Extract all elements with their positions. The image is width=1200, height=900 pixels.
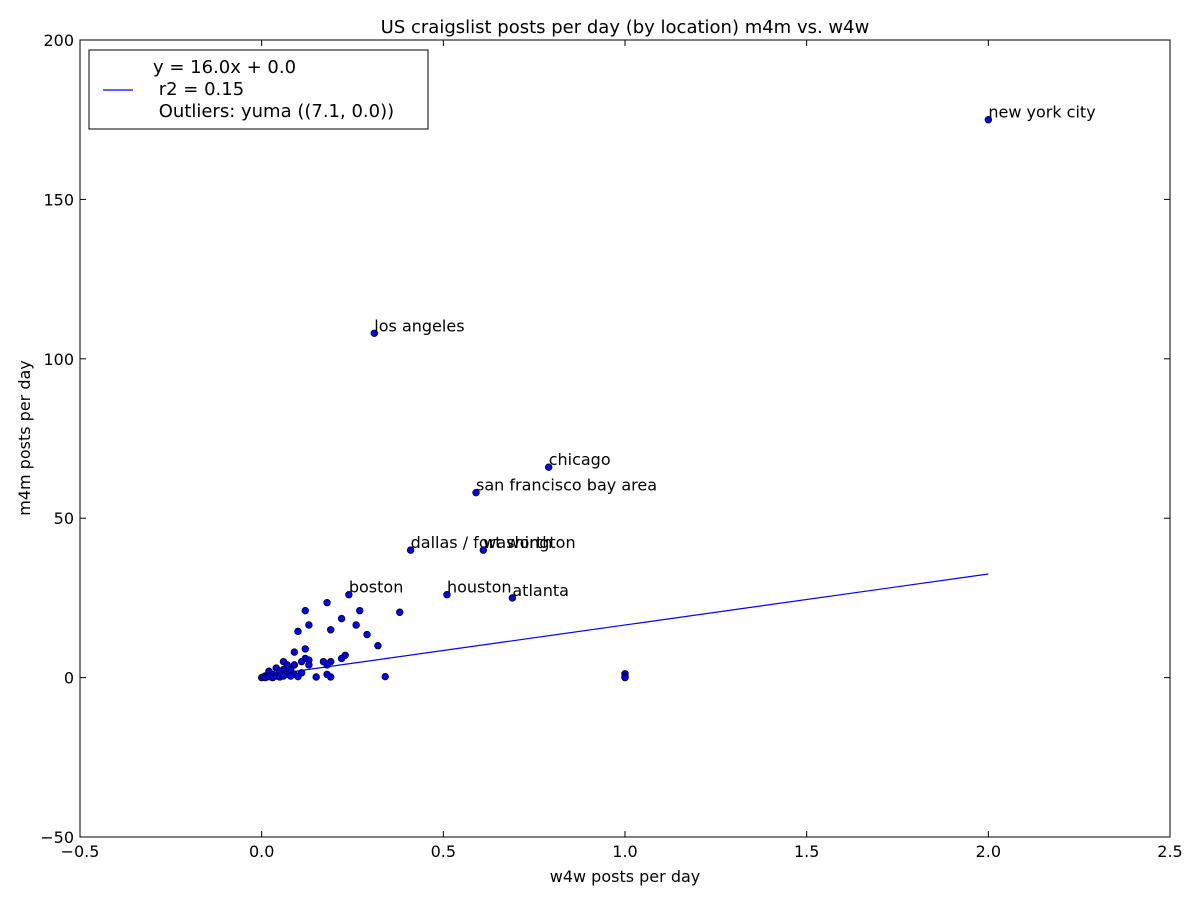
legend-text-line: r2 = 0.15 <box>153 79 244 100</box>
point-label: boston <box>349 578 403 597</box>
data-point <box>621 673 629 682</box>
point-label: washington <box>483 533 575 552</box>
data-point <box>984 115 993 124</box>
data-point <box>327 673 335 681</box>
data-point <box>545 463 553 471</box>
x-tick-label: 0.5 <box>431 842 456 861</box>
legend-text-line: Outliers: yuma ((7.1, 0.0)) <box>153 101 394 122</box>
data-point <box>290 661 299 669</box>
data-point <box>323 598 331 607</box>
data-point <box>312 673 320 681</box>
x-tick-label: −0.5 <box>61 842 100 861</box>
data-point <box>363 630 371 639</box>
data-point <box>283 661 291 669</box>
legend-box <box>88 49 429 130</box>
data-point <box>279 672 288 680</box>
data-point <box>345 591 353 599</box>
data-point <box>290 648 299 656</box>
point-label: san francisco bay area <box>476 476 657 495</box>
y-tick-label: −50 <box>40 828 74 847</box>
data-point <box>508 594 517 602</box>
point-label: chicago <box>549 450 611 469</box>
data-point <box>323 661 331 669</box>
x-axis-label: w4w posts per day <box>550 867 701 886</box>
chart-title: US craigslist posts per day (by location… <box>381 17 870 38</box>
data-point <box>297 657 306 666</box>
y-tick-label: 150 <box>43 190 74 209</box>
data-point <box>374 642 382 650</box>
data-point <box>381 672 389 681</box>
data-point <box>352 621 360 629</box>
data-point <box>327 626 335 634</box>
y-tick-label: 200 <box>43 31 74 50</box>
point-label: dallas / fort worth <box>411 533 553 552</box>
data-point <box>406 546 415 554</box>
data-point <box>472 488 480 497</box>
data-point <box>337 654 346 663</box>
legend: y = 16.0x + 0.0 r2 = 0.15 Outliers: yuma… <box>88 49 429 130</box>
data-point <box>443 591 451 599</box>
data-point <box>479 546 487 554</box>
point-label: new york city <box>988 103 1095 122</box>
fit-line <box>261 573 989 677</box>
y-axis-label: m4m posts per day <box>15 360 34 516</box>
data-point <box>356 606 364 615</box>
point-label: houston <box>447 578 512 597</box>
data-point <box>294 672 302 681</box>
y-tick-label: 0 <box>64 669 74 688</box>
data-point <box>294 627 302 636</box>
data-point <box>337 614 346 623</box>
data-point <box>305 661 313 669</box>
x-tick-label: 0.0 <box>249 842 274 861</box>
data-point <box>305 621 313 629</box>
point-label: atlanta <box>512 581 569 600</box>
data-point <box>301 645 309 653</box>
y-tick-label: 100 <box>43 350 74 369</box>
data-point <box>287 672 295 680</box>
plot-area: new york city los angeles chicago san franc… <box>40 31 1182 861</box>
x-tick-label: 1.5 <box>794 842 819 861</box>
x-tick-label: 1.0 <box>612 842 637 861</box>
legend-text-line: y = 16.0x + 0.0 <box>153 57 296 78</box>
data-point <box>301 606 309 615</box>
x-tick-label: 2.5 <box>1157 842 1182 861</box>
data-point <box>396 608 404 616</box>
data-point <box>370 329 378 337</box>
y-tick-label: 50 <box>54 509 74 528</box>
point-label: los angeles <box>374 316 464 335</box>
x-tick-label: 2.0 <box>976 842 1001 861</box>
